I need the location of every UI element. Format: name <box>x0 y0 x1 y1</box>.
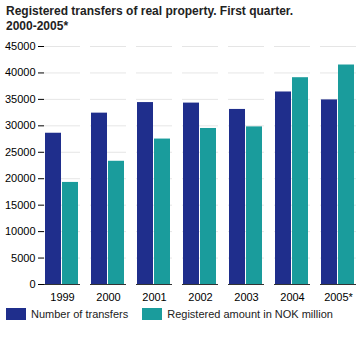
svg-text:1999: 1999 <box>50 291 74 303</box>
html-text:Number of transfers: Number of transfers <box>31 308 129 320</box>
svg-text:2005*: 2005* <box>324 291 353 303</box>
svg-text:35000: 35000 <box>5 93 36 105</box>
svg-text:15000: 15000 <box>5 199 36 211</box>
svg-text:45000: 45000 <box>5 40 36 52</box>
svg-text:20000: 20000 <box>5 172 36 184</box>
svg-text:30000: 30000 <box>5 119 36 131</box>
svg-text:10000: 10000 <box>5 225 36 237</box>
svg-text:2004: 2004 <box>280 291 304 303</box>
svg-text:25000: 25000 <box>5 146 36 158</box>
svg-text:2002: 2002 <box>188 291 212 303</box>
html-text:Registered transfers of real p: Registered transfers of real property. F… <box>6 4 294 33</box>
html-text:Registered amount in NOK milli: Registered amount in NOK million <box>167 308 333 320</box>
svg-text:40000: 40000 <box>5 66 36 78</box>
svg-text:2001: 2001 <box>142 291 166 303</box>
svg-text:0: 0 <box>29 278 35 290</box>
svg-text:2000: 2000 <box>96 291 120 303</box>
svg-text:5000: 5000 <box>11 252 35 264</box>
svg-text:2003: 2003 <box>234 291 258 303</box>
